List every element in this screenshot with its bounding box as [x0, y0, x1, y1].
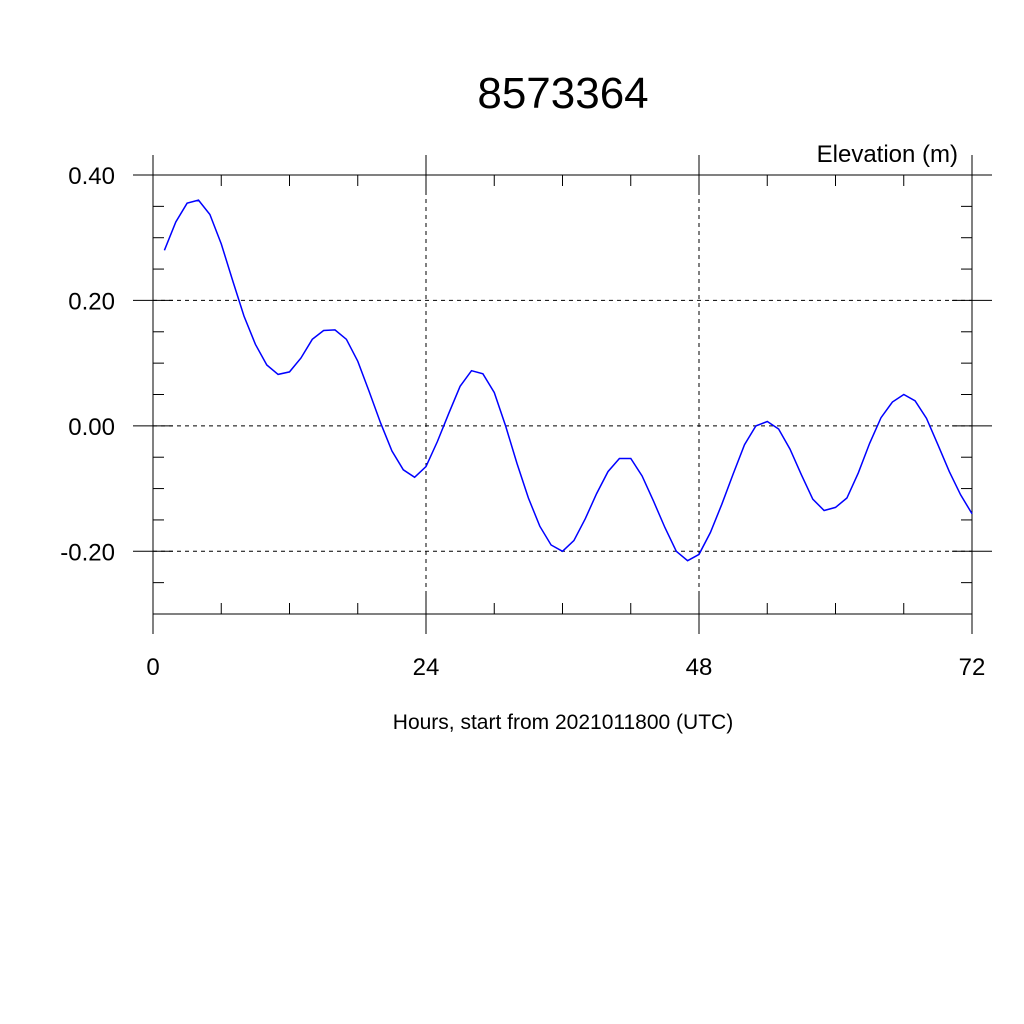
x-tick-label: 24 — [413, 654, 440, 681]
tick-labels: 0.40 0.20 0.00 -0.20 0 24 48 72 — [60, 163, 985, 681]
major-ticks — [133, 155, 992, 634]
x-tick-label: 72 — [959, 654, 986, 681]
y-axis-label: Elevation (m) — [817, 141, 958, 168]
x-tick-label: 48 — [686, 654, 713, 681]
y-tick-label: 0.40 — [68, 163, 115, 190]
y-tick-label: 0.20 — [68, 288, 115, 315]
x-axis-label: Hours, start from 2021011800 (UTC) — [393, 711, 733, 734]
chart-title: 8573364 — [477, 69, 648, 118]
x-tick-label: 0 — [146, 654, 159, 681]
plot-frame — [152, 174, 973, 615]
grid-lines — [153, 174, 972, 614]
elevation-series-line — [163, 199, 973, 562]
minor-ticks — [153, 175, 972, 614]
y-tick-label: 0.00 — [68, 414, 115, 441]
y-tick-label: -0.20 — [60, 539, 115, 566]
